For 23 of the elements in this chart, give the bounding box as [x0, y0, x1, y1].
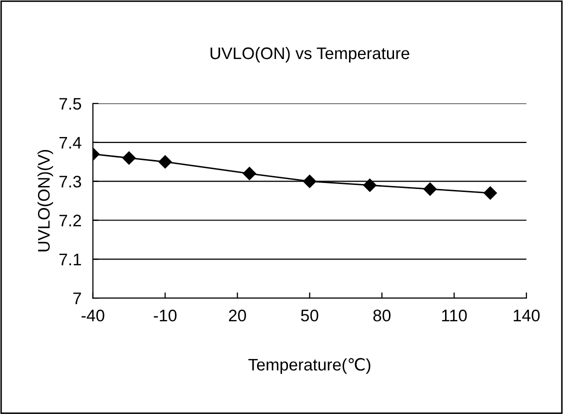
x-tick-label: 140 [514, 310, 540, 322]
y-tick-label: 7.5 [59, 98, 82, 110]
x-tick-label: 80 [373, 310, 391, 322]
x-tick-label: 20 [228, 310, 246, 322]
chart-title: UVLO(ON) vs Temperature [210, 46, 410, 63]
point [122, 151, 136, 165]
x-tick-label: 50 [301, 310, 318, 322]
y-tick-label: 7.2 [59, 214, 81, 226]
y-tick-label: 7.1 [59, 254, 81, 266]
x-axis-title: Temperature(℃) [248, 358, 370, 374]
y-tick-label: 7.4 [59, 136, 82, 148]
point [242, 166, 256, 180]
y-tick-label: 7 [73, 292, 81, 304]
point [484, 186, 497, 200]
point [423, 182, 437, 196]
y-tick-label: 7.3 [59, 176, 82, 188]
y-axis-title: UVLO(ON)(V) [38, 150, 54, 252]
point [363, 178, 376, 192]
x-tick-label: -10 [154, 310, 177, 322]
point [303, 174, 316, 188]
point [158, 155, 172, 168]
x-tick-label: -40 [82, 310, 104, 322]
x-tick-label: 110 [442, 310, 467, 322]
